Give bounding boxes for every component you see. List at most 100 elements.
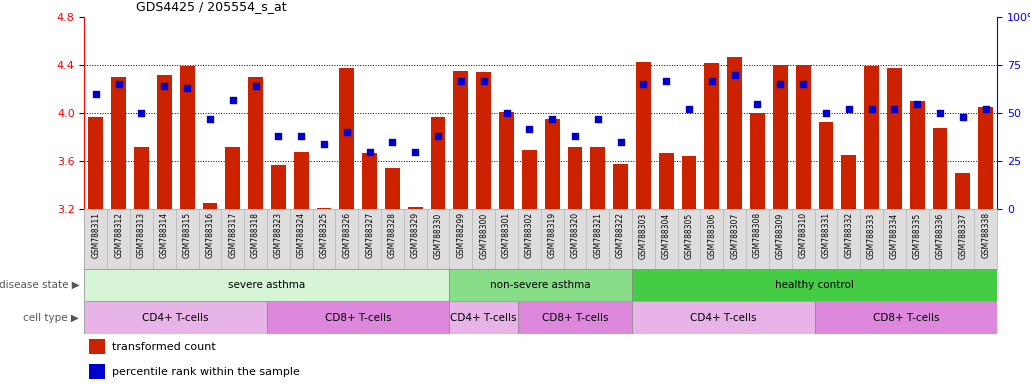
Bar	[449, 301, 518, 334]
Text: disease state ▶: disease state ▶	[0, 280, 79, 290]
Point	[316, 141, 333, 147]
Text: GSM788305: GSM788305	[685, 212, 693, 258]
Bar	[796, 65, 811, 209]
Bar	[545, 119, 559, 209]
Bar	[157, 75, 172, 209]
Bar	[819, 122, 833, 209]
Bar	[727, 57, 742, 209]
Bar	[815, 301, 997, 334]
Point	[681, 106, 697, 113]
Point	[818, 110, 834, 116]
Text: GSM788335: GSM788335	[913, 212, 922, 258]
Point	[566, 133, 583, 139]
Bar	[568, 147, 582, 209]
Bar	[590, 147, 606, 209]
Text: cell type ▶: cell type ▶	[24, 313, 79, 323]
Point	[772, 81, 789, 88]
Point	[749, 101, 765, 107]
Text: GSM788307: GSM788307	[730, 212, 740, 258]
Point	[179, 85, 196, 91]
Point	[270, 133, 286, 139]
Text: GSM788302: GSM788302	[525, 212, 534, 258]
Point	[362, 149, 378, 155]
Text: severe asthma: severe asthma	[229, 280, 306, 290]
Bar	[518, 301, 632, 334]
Bar	[84, 301, 267, 334]
Bar	[705, 63, 719, 209]
Point	[110, 81, 127, 88]
Text: CD4+ T-cells: CD4+ T-cells	[450, 313, 517, 323]
Text: GSM788306: GSM788306	[708, 212, 716, 258]
Text: CD8+ T-cells: CD8+ T-cells	[325, 313, 391, 323]
Point	[407, 149, 423, 155]
Bar	[500, 112, 514, 209]
Bar	[449, 269, 632, 301]
Point	[636, 81, 652, 88]
Bar	[89, 339, 105, 354]
Bar	[385, 169, 400, 209]
Bar	[842, 155, 856, 209]
Bar	[248, 77, 263, 209]
Text: GSM788327: GSM788327	[366, 212, 374, 258]
Point	[339, 129, 355, 136]
Point	[795, 81, 812, 88]
Text: GSM788316: GSM788316	[205, 212, 214, 258]
Bar	[682, 157, 696, 209]
Point	[908, 101, 925, 107]
Bar	[111, 77, 126, 209]
Text: GSM788322: GSM788322	[616, 212, 625, 258]
Bar	[316, 208, 332, 209]
Point	[703, 78, 720, 84]
Text: GSM788329: GSM788329	[411, 212, 420, 258]
Text: GSM788300: GSM788300	[479, 212, 488, 258]
Bar	[179, 66, 195, 209]
Point	[589, 116, 606, 122]
Text: GSM788317: GSM788317	[229, 212, 237, 258]
Bar	[226, 147, 240, 209]
Point	[840, 106, 857, 113]
Point	[863, 106, 880, 113]
Text: CD8+ T-cells: CD8+ T-cells	[542, 313, 609, 323]
Bar	[750, 113, 765, 209]
Text: GSM788320: GSM788320	[571, 212, 580, 258]
Text: GSM788333: GSM788333	[867, 212, 877, 258]
Point	[726, 72, 743, 78]
Bar	[978, 107, 993, 209]
Bar	[271, 165, 285, 209]
Point	[384, 139, 401, 145]
Point	[225, 97, 241, 103]
Bar	[408, 207, 422, 209]
Bar	[89, 117, 103, 209]
Bar	[134, 147, 149, 209]
Point	[544, 116, 560, 122]
Text: GSM788334: GSM788334	[890, 212, 899, 258]
Text: GSM788319: GSM788319	[548, 212, 556, 258]
Text: GSM788311: GSM788311	[92, 212, 100, 258]
Bar	[363, 153, 377, 209]
Point	[430, 133, 446, 139]
Bar	[887, 68, 902, 209]
Bar	[476, 73, 491, 209]
Bar	[909, 101, 925, 209]
Text: GSM788303: GSM788303	[639, 212, 648, 258]
Bar	[453, 71, 469, 209]
Bar	[632, 301, 815, 334]
Bar	[267, 301, 449, 334]
Bar	[932, 127, 948, 209]
Bar	[340, 68, 354, 209]
Text: CD4+ T-cells: CD4+ T-cells	[690, 313, 756, 323]
Text: percentile rank within the sample: percentile rank within the sample	[112, 366, 300, 377]
Bar	[956, 173, 970, 209]
Point	[476, 78, 492, 84]
Point	[247, 83, 264, 89]
Text: GSM788301: GSM788301	[502, 212, 511, 258]
Text: GSM788331: GSM788331	[822, 212, 830, 258]
Point	[202, 116, 218, 122]
Point	[886, 106, 902, 113]
Bar	[659, 153, 674, 209]
Text: GSM788299: GSM788299	[456, 212, 466, 258]
Bar	[864, 66, 879, 209]
Text: non-severe asthma: non-severe asthma	[490, 280, 591, 290]
Text: GSM788325: GSM788325	[319, 212, 329, 258]
Text: GSM788304: GSM788304	[661, 212, 671, 258]
